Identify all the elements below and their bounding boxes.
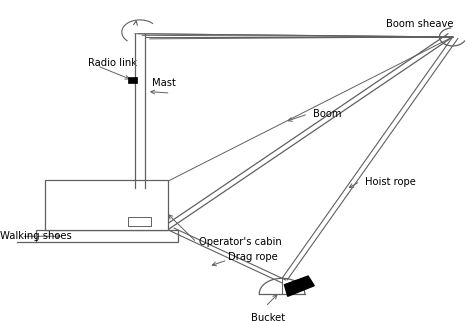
Bar <box>45 180 168 230</box>
Bar <box>128 217 151 226</box>
Polygon shape <box>284 276 314 296</box>
Text: Drag rope: Drag rope <box>228 252 277 263</box>
Text: Radio link: Radio link <box>88 57 137 68</box>
Bar <box>128 77 137 83</box>
Text: Mast: Mast <box>152 78 175 89</box>
Text: Walking shoes: Walking shoes <box>0 231 72 241</box>
Text: Operator's cabin: Operator's cabin <box>199 237 282 247</box>
Text: Boom sheave: Boom sheave <box>386 19 454 29</box>
Text: Boom: Boom <box>313 109 341 119</box>
Text: Bucket: Bucket <box>251 313 285 321</box>
Bar <box>36 230 178 242</box>
Text: Hoist rope: Hoist rope <box>365 177 416 187</box>
